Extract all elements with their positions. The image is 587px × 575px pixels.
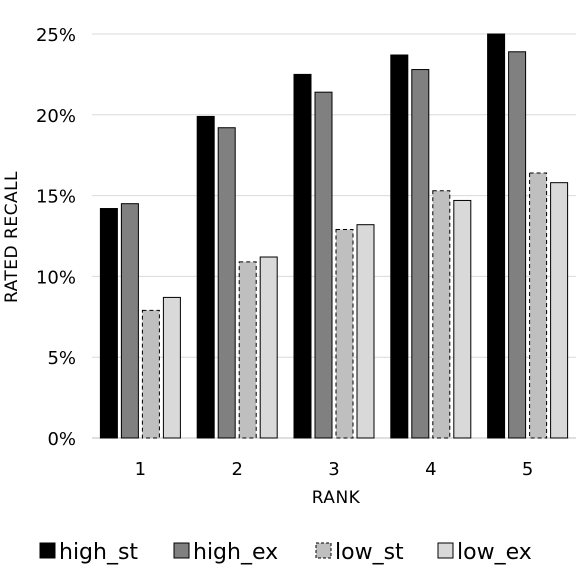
bar-high_ex-rank-3 [314,91,333,439]
x-tick-label: 1 [135,459,146,480]
bar-high_st-rank-4 [390,54,409,439]
bar-high_ex-rank-4 [411,69,430,439]
legend: high_st high_ex low_st low_ex [39,540,532,565]
bar-low_st-rank-5 [529,172,548,439]
bar-high_st-rank-1 [99,208,118,439]
bar-high_ex-rank-1 [120,203,139,439]
bar-low_ex-rank-2 [259,256,278,439]
legend-label-low_st: low_st [335,540,404,565]
y-tick-label: 20% [36,106,76,127]
x-tick-label: 2 [231,459,242,480]
legend-label-high_ex: high_ex [193,540,278,565]
bar-high_ex-rank-2 [217,127,236,439]
y-axis-title: RATED RECALL [2,171,22,303]
legend-swatch-high_ex [173,542,190,559]
bars [99,33,569,439]
bar-high_st-rank-3 [293,73,312,439]
y-tick-labels: 0% 5% 10% 15% 20% 25% [36,25,76,450]
y-tick-label: 25% [36,25,76,46]
x-tick-label: 5 [522,459,533,480]
legend-swatch-high_st [39,542,56,559]
bar-high_st-rank-2 [196,115,215,439]
y-tick-label: 0% [47,429,76,450]
legend-swatch-low_ex [437,542,454,559]
bar-high_ex-rank-5 [508,51,527,439]
bar-low_ex-rank-4 [453,199,472,439]
bar-low_st-rank-1 [141,309,160,439]
legend-label-low_ex: low_ex [457,540,532,565]
bar-low_ex-rank-1 [162,296,181,439]
y-tick-label: 10% [36,267,76,288]
y-tick-label: 15% [36,187,76,208]
bar-low_ex-rank-3 [356,224,375,439]
y-tick-label: 5% [47,348,76,369]
legend-label-high_st: high_st [59,540,138,565]
bar-high_st-rank-5 [487,33,506,439]
bar-low_st-rank-2 [238,261,257,439]
x-axis-title: RANK [312,488,361,508]
bar-low_st-rank-4 [432,190,451,439]
legend-swatch-low_st [315,542,332,559]
bar-low_st-rank-3 [335,229,354,439]
x-tick-labels: 1 2 3 4 5 [135,459,534,480]
x-tick-label: 4 [425,459,436,480]
bar-low_ex-rank-5 [550,182,569,439]
x-tick-label: 3 [328,459,339,480]
